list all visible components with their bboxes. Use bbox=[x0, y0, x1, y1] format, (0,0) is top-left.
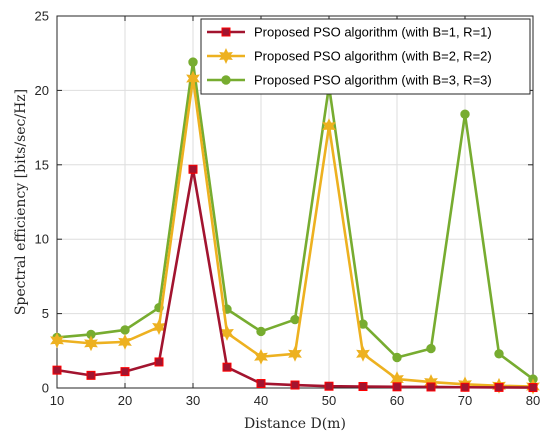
legend-box bbox=[200, 18, 531, 95]
x-tick-label: 30 bbox=[186, 393, 200, 408]
data-point bbox=[426, 343, 436, 354]
data-point bbox=[494, 382, 504, 392]
legend-label: Proposed PSO algorithm (with B=2, R=2) bbox=[254, 49, 492, 64]
data-point bbox=[290, 314, 300, 325]
data-point bbox=[256, 326, 266, 337]
series-layer bbox=[50, 57, 540, 395]
data-point bbox=[254, 348, 268, 365]
x-tick-label: 80 bbox=[526, 393, 540, 408]
data-point bbox=[356, 345, 370, 362]
data-point bbox=[290, 380, 300, 390]
data-point bbox=[392, 352, 402, 363]
legend-marker bbox=[219, 48, 233, 64]
y-tick-label: 15 bbox=[35, 157, 49, 172]
legend-label: Proposed PSO algorithm (with B=3, R=3) bbox=[254, 73, 492, 88]
x-tick-label: 20 bbox=[118, 393, 132, 408]
series-1 bbox=[52, 164, 538, 393]
data-point bbox=[494, 349, 504, 359]
data-point bbox=[84, 335, 98, 352]
data-point bbox=[86, 370, 96, 380]
data-point bbox=[120, 325, 130, 335]
data-point bbox=[154, 357, 164, 367]
data-point bbox=[188, 164, 198, 174]
data-point bbox=[120, 367, 130, 377]
x-tick-label: 10 bbox=[50, 393, 64, 408]
y-tick-label: 5 bbox=[42, 306, 49, 321]
x-axis-title: Distance D(m) bbox=[244, 416, 346, 432]
y-tick-label: 20 bbox=[35, 83, 49, 98]
x-tick-label: 40 bbox=[254, 393, 268, 408]
data-point bbox=[460, 109, 470, 119]
data-point bbox=[322, 118, 336, 135]
y-tick-label: 10 bbox=[35, 232, 49, 247]
x-tick-label: 50 bbox=[322, 393, 336, 408]
data-point bbox=[52, 365, 62, 375]
data-point bbox=[288, 345, 302, 362]
x-tick-label: 70 bbox=[458, 393, 472, 408]
data-point bbox=[324, 381, 334, 391]
legend: Proposed PSO algorithm (with B=1, R=1) Pr… bbox=[200, 18, 531, 95]
data-point bbox=[188, 57, 198, 67]
data-point bbox=[118, 333, 132, 350]
y-tick-label: 25 bbox=[35, 9, 49, 24]
data-point bbox=[256, 379, 266, 389]
data-point bbox=[392, 382, 402, 392]
legend-label: Proposed PSO algorithm (with B=1, R=1) bbox=[254, 25, 492, 40]
x-tick-label: 60 bbox=[390, 393, 404, 408]
data-point bbox=[358, 382, 368, 392]
data-point bbox=[50, 332, 64, 349]
data-point bbox=[186, 70, 200, 87]
legend-marker bbox=[221, 27, 231, 37]
data-point bbox=[460, 382, 470, 392]
data-point bbox=[222, 362, 232, 372]
data-point bbox=[426, 382, 436, 392]
data-point bbox=[528, 383, 538, 393]
series-2 bbox=[50, 70, 540, 395]
legend-marker bbox=[221, 75, 231, 85]
y-axis-title: Spectral efficiency [bits/sec/Hz] bbox=[13, 89, 29, 315]
y-tick-label: 0 bbox=[42, 381, 49, 396]
